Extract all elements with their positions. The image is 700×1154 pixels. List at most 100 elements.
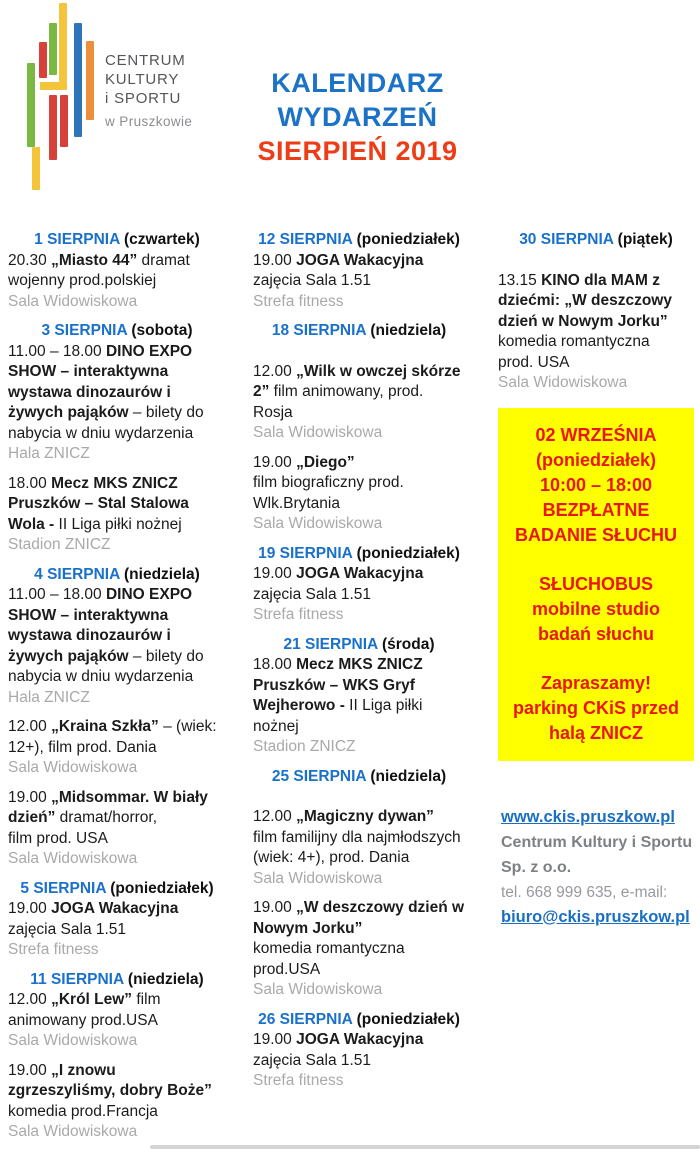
event-description: 20.30 „Miasto 44” dramat wojenny prod.po… xyxy=(8,251,226,292)
event-date-heading: 4 SIERPNIA (niedziela) xyxy=(8,565,226,586)
event-item: 19.00 JOGA Wakacyjna zajęcia Sala 1.51 Str… xyxy=(253,1030,465,1092)
event-text-segment: 18.00 xyxy=(8,474,52,492)
event-description: 19.00 JOGA Wakacyjna zajęcia Sala 1.51 xyxy=(253,564,465,605)
hearing-test-promo-box: 02 WRZEŚNIA (poniedziałek) 10:00 – 18:00 BE… xyxy=(498,407,694,761)
logo-org-line: KULTURY xyxy=(105,71,180,88)
logo-color-bar xyxy=(27,63,35,147)
ckis-logo xyxy=(20,0,120,192)
event-date-group: 3 SIERPNIA (sobota) 11.00 – 18.00 DINO EX… xyxy=(8,321,226,556)
page-title: KALENDARZ WYDARZEŃ SIERPIEŃ 2019 xyxy=(240,66,475,168)
event-date: 1 SIERPNIA xyxy=(34,231,120,248)
event-date-heading: 3 SIERPNIA (sobota) xyxy=(8,321,226,342)
promo-spacer xyxy=(500,647,692,671)
event-text-segment: zajęcia Sala 1.51 xyxy=(253,1051,372,1069)
event-text-segment: film prod. USA xyxy=(8,829,108,847)
event-date-heading: 19 SIERPNIA (poniedziałek) xyxy=(253,544,465,565)
event-weekday: (niedziela) xyxy=(123,970,204,988)
event-text-segment: II Liga piłki nożnej xyxy=(253,697,423,735)
event-text-segment: 19.00 xyxy=(253,565,297,582)
promo-text-line: (poniedziałek) xyxy=(535,449,656,470)
event-text-segment: 13.15 xyxy=(498,271,542,289)
event-venue: Sala Widowiskowa xyxy=(253,515,383,532)
event-weekday: (niedziela) xyxy=(366,322,447,339)
event-text-segment: 19.00 xyxy=(253,453,297,471)
event-weekday: (poniedziałek) xyxy=(352,544,460,562)
event-text-segment: film biograficzny prod. Wlk.Brytania xyxy=(253,474,404,512)
logo-color-bar xyxy=(59,3,67,82)
event-item: 19.00 „W deszczowy dzień w Nowym Jorku” k… xyxy=(253,898,465,1001)
event-description: 18.00 Mecz MKS ZNICZ Pruszków – Stal Sta… xyxy=(8,474,226,536)
event-item: 18.00 Mecz MKS ZNICZ Pruszków – Stal Sta… xyxy=(8,474,226,556)
event-description: 11.00 – 18.00 DINO EXPO SHOW – interakty… xyxy=(8,585,226,688)
event-venue: Sala Widowiskowa xyxy=(253,424,383,441)
event-date-group: 12 SIERPNIA (poniedziałek) 19.00 JOGA Wak… xyxy=(253,230,465,312)
event-text-segment: 19.00 xyxy=(253,899,297,916)
event-item: 19.00 JOGA Wakacyjna zajęcia Sala 1.51 Str… xyxy=(8,899,226,961)
event-date-heading: 25 SIERPNIA (niedziela) xyxy=(253,767,465,788)
title-line-1: KALENDARZ xyxy=(271,68,444,98)
event-text-segment: DINO EXPO SHOW – interaktywna wystawa di… xyxy=(8,342,193,422)
event-text-segment: „Midsommar. W biały dzień” xyxy=(8,788,208,827)
logo-city: w Pruszkowie xyxy=(105,114,193,129)
event-venue: Sala Widowiskowa xyxy=(8,850,138,867)
logo-color-bar xyxy=(60,95,68,147)
logo-color-bar xyxy=(39,42,47,78)
title-line-2: WYDARZEŃ xyxy=(277,102,438,132)
event-weekday: (czwartek) xyxy=(119,231,200,248)
event-venue: Sala Widowiskowa xyxy=(498,374,628,391)
event-date-group: 21 SIERPNIA (środa) 18.00 Mecz MKS ZNICZ … xyxy=(253,635,465,758)
promo-spacer xyxy=(500,548,692,572)
contact-text: Centrum Kultury i Sportu xyxy=(501,833,693,851)
event-text-segment: zajęcia Sala 1.51 xyxy=(253,585,372,603)
event-description: 12.00 „Król Lew” film animowany prod.USA xyxy=(8,990,226,1031)
event-weekday: (środa) xyxy=(377,635,435,653)
event-weekday: (niedziela) xyxy=(366,767,447,785)
event-text-segment: komedia romantyczna prod.USA xyxy=(253,940,405,978)
contact-text-row: Centrum Kultury i Sportu xyxy=(501,830,694,855)
event-date: 11 SIERPNIA xyxy=(30,970,124,988)
event-text-segment: „W deszczowy dzień w Nowym Jorku” xyxy=(253,899,465,937)
event-description: 19.00 JOGA Wakacyjna zajęcia Sala 1.51 xyxy=(8,899,226,940)
event-text-segment: „Kraina Szkła” xyxy=(51,718,159,735)
event-text-segment: 11.00 – 18.00 xyxy=(8,342,106,360)
event-description: 13.15 KINO dla MAM z dziećmi: „W deszczo… xyxy=(498,271,694,374)
event-venue: Sala Widowiskowa xyxy=(8,1032,138,1049)
promo-text-line: halą ZNICZ xyxy=(548,722,643,743)
event-text-segment: 12.00 xyxy=(8,718,52,735)
event-date: 18 SIERPNIA xyxy=(271,322,367,339)
event-date-heading: 18 SIERPNIA (niedziela) xyxy=(253,321,465,342)
event-weekday: (poniedziałek) xyxy=(105,879,214,897)
event-venue: Sala Widowiskowa xyxy=(8,292,138,310)
event-item: 12.00 „Magiczny dywan” film familijny dla… xyxy=(253,807,465,889)
event-venue: Strefa fitness xyxy=(8,941,99,958)
event-text-segment: „Diego” xyxy=(296,453,355,471)
event-text-segment: prod. USA xyxy=(498,353,570,371)
event-description: 12.00 „Kraina Szkła” – (wiek: 12+), film… xyxy=(8,717,226,758)
event-description: 18.00 Mecz MKS ZNICZ Pruszków – WKS Gryf… xyxy=(253,655,465,737)
event-venue: Strefa fitness xyxy=(253,606,344,623)
promo-text-line: BEZPŁATNE xyxy=(542,499,650,520)
calendar-column-2: 12 SIERPNIA (poniedziałek) 19.00 JOGA Wak… xyxy=(253,230,465,1092)
event-text-segment: JOGA Wakacyjna xyxy=(296,565,424,582)
calendar-column-1: 1 SIERPNIA (czwartek) 20.30 „Miasto 44” d… xyxy=(8,230,226,1143)
event-text-segment: JOGA Wakacyjna xyxy=(51,900,179,917)
event-date-heading: 5 SIERPNIA (poniedziałek) xyxy=(8,879,226,900)
event-venue: Sala Widowiskowa xyxy=(8,1123,138,1140)
event-text-segment: film familijny dla najmłodszych (wiek: 4… xyxy=(253,828,461,867)
contact-link[interactable]: biuro@ckis.pruszkow.pl xyxy=(501,907,690,926)
event-date-heading: 12 SIERPNIA (poniedziałek) xyxy=(253,230,465,251)
event-item: 19.00 „I znowu zgrzeszyliśmy, dobry Boże… xyxy=(8,1061,226,1143)
event-date: 4 SIERPNIA xyxy=(34,565,120,583)
event-item: 11.00 – 18.00 DINO EXPO SHOW – interakty… xyxy=(8,342,226,465)
calendar-column-3: 30 SIERPNIA (piątek) 13.15 KINO dla MAM z… xyxy=(498,230,694,930)
contact-link[interactable]: www.ckis.pruszkow.pl xyxy=(501,807,675,826)
logo-color-bar xyxy=(40,82,67,90)
title-month: SIERPIEŃ 2019 xyxy=(257,136,458,166)
event-text-segment: JOGA Wakacyjna xyxy=(296,1031,424,1048)
event-date-group: 4 SIERPNIA (niedziela) 11.00 – 18.00 DINO… xyxy=(8,565,226,870)
event-date-group: 26 SIERPNIA (poniedziałek) 19.00 JOGA Wak… xyxy=(253,1010,465,1092)
event-venue: Sala Widowiskowa xyxy=(8,759,138,776)
event-date: 12 SIERPNIA xyxy=(258,231,353,248)
event-text-segment: Mecz MKS ZNICZ Pruszków – Stal Stalowa W… xyxy=(8,474,189,533)
